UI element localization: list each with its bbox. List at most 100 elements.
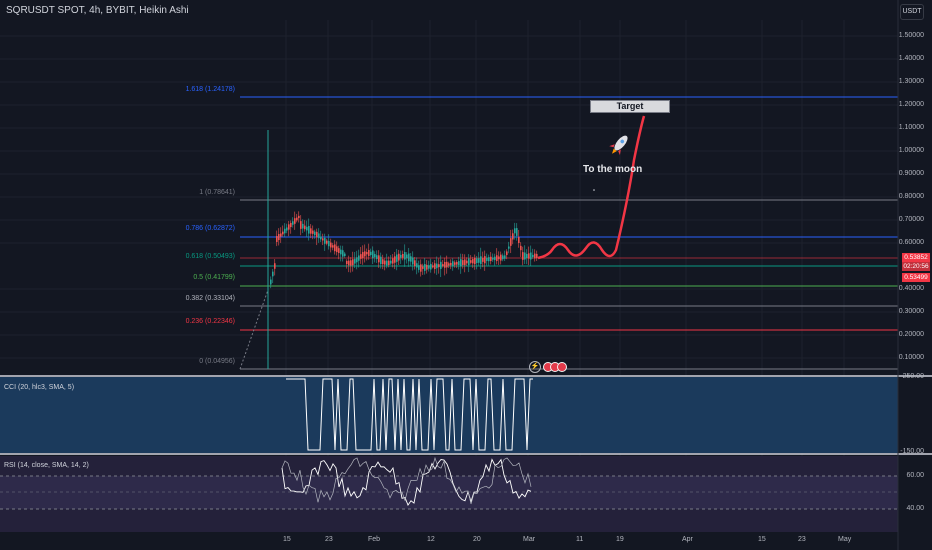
candle [478, 258, 480, 263]
candle [322, 238, 324, 241]
candle [350, 260, 352, 266]
candle [510, 238, 512, 246]
candle [474, 257, 476, 265]
rsi-line [281, 458, 532, 506]
lightning-icon[interactable]: ⚡ [529, 361, 541, 373]
candle [534, 253, 536, 259]
date-tick: 11 [576, 536, 584, 543]
candle [324, 237, 326, 244]
candle [490, 256, 492, 262]
candle [342, 250, 344, 257]
fib-label-0382: 0.382 (0.33104) [185, 295, 235, 302]
candle [418, 265, 420, 270]
moon-annotation[interactable]: To the moon [583, 164, 643, 175]
candle [326, 240, 328, 244]
date-tick: 23 [798, 536, 806, 543]
event-flag-icon[interactable] [557, 362, 567, 372]
candle [516, 228, 518, 236]
date-tick: 15 [758, 536, 766, 543]
candle [384, 260, 386, 265]
candle [288, 224, 290, 230]
candle [270, 279, 272, 285]
candle [416, 263, 418, 268]
candle [304, 225, 306, 230]
fib-label-0618: 0.618 (0.50493) [185, 253, 235, 260]
rsi-tick: 40.00 [906, 505, 924, 512]
rocket-icon [609, 135, 628, 156]
target-label[interactable]: Target [590, 100, 670, 113]
fib-lines [240, 96, 898, 370]
candle [518, 236, 520, 244]
date-tick: 15 [283, 536, 291, 543]
candle [348, 260, 350, 266]
candle [366, 252, 368, 255]
candle [512, 233, 514, 240]
fib-label-1: 1 (0.78641) [199, 189, 235, 196]
candle [300, 221, 302, 229]
candle [312, 230, 314, 234]
price-tick: 0.20000 [898, 331, 924, 338]
candle [420, 264, 422, 272]
candle [444, 261, 446, 268]
candle [408, 253, 410, 262]
candle [426, 264, 428, 270]
date-tick: 12 [427, 536, 435, 543]
candle [380, 256, 382, 265]
candle [456, 261, 458, 265]
chart-title[interactable]: SQRUSDT SPOT, 4h, BYBIT, Heikin Ashi [6, 5, 189, 16]
candle [466, 260, 468, 264]
price-tick: 1.00000 [898, 147, 924, 154]
candle [282, 231, 284, 235]
fib-label-0786: 0.786 (0.62872) [185, 225, 235, 232]
candle [368, 250, 370, 256]
currency-button[interactable]: USDT [900, 4, 924, 20]
price-tick: 0.60000 [898, 239, 924, 246]
candle [274, 263, 276, 269]
candle [424, 264, 426, 271]
price-tick: 0.30000 [898, 308, 924, 315]
candle [452, 261, 454, 267]
candle [412, 257, 414, 265]
candle [316, 231, 318, 238]
rsi-title[interactable]: RSI (14, close, SMA, 14, 2) [4, 462, 89, 469]
rsi-ma-line [281, 456, 532, 505]
candle [498, 256, 500, 260]
candle [486, 257, 488, 261]
price-badge: 0.53499 [902, 273, 930, 282]
candle [302, 223, 304, 229]
candle [394, 256, 396, 263]
price-tick: 0.80000 [898, 193, 924, 200]
candle [522, 252, 524, 260]
candle [388, 260, 390, 266]
candle [382, 259, 384, 265]
cci-tick: 250.00 [902, 373, 924, 380]
candle [484, 256, 486, 264]
candle [500, 254, 502, 261]
candle [276, 236, 278, 242]
candle [320, 236, 322, 240]
cci-title[interactable]: CCI (20, hlc3, SMA, 5) [4, 384, 75, 391]
candle [286, 227, 288, 231]
countdown-badge: 02:20:56 [902, 262, 930, 271]
cci-line [286, 378, 533, 451]
candle [298, 215, 300, 219]
candle [464, 259, 466, 266]
candle [454, 262, 456, 265]
candle [396, 254, 398, 262]
date-tick: Apr [682, 536, 693, 543]
candle [432, 265, 434, 268]
candle [330, 242, 332, 248]
candle [414, 260, 416, 266]
candles [270, 211, 538, 289]
candle [494, 256, 496, 261]
date-tick: 23 [325, 536, 333, 543]
price-tick: 1.50000 [898, 32, 924, 39]
candle [400, 254, 402, 258]
candle [526, 253, 528, 259]
price-tick: 1.30000 [898, 78, 924, 85]
date-tick: 20 [473, 536, 481, 543]
price-tick: 1.40000 [898, 55, 924, 62]
candle [410, 256, 412, 262]
candle [436, 263, 438, 269]
